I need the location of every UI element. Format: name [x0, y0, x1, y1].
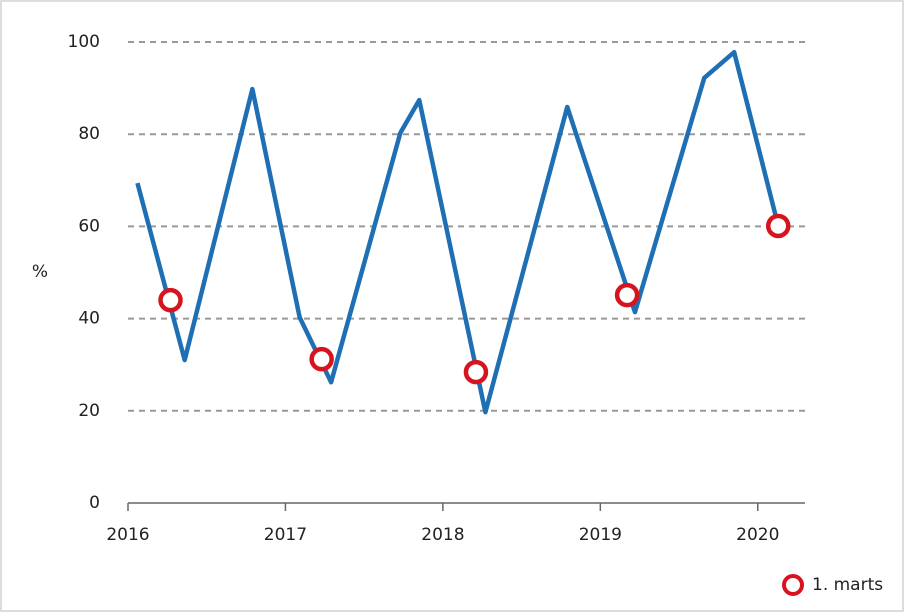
marker	[158, 287, 183, 313]
y-tick-label: 100	[68, 32, 100, 52]
y-tick-label: 20	[78, 401, 100, 421]
marker	[614, 282, 640, 308]
marker	[765, 213, 791, 239]
legend-marker	[782, 574, 804, 596]
y-tick-label: 80	[78, 124, 100, 144]
y-tick-label: 60	[78, 216, 100, 236]
x-tick-label: 2017	[264, 525, 307, 545]
x-tick-label: 2018	[421, 525, 464, 545]
x-tick-label: 2019	[579, 525, 622, 545]
marker	[463, 359, 489, 385]
y-tick-label: 0	[89, 493, 100, 513]
x-tick-label: 2016	[106, 525, 149, 545]
y-tick-label: 40	[78, 309, 100, 329]
line	[135, 49, 781, 415]
y-axis-label: %	[32, 262, 48, 282]
marker	[309, 346, 334, 372]
x-tick-label: 2020	[736, 525, 779, 545]
legend-label: 1. marts	[812, 575, 883, 595]
